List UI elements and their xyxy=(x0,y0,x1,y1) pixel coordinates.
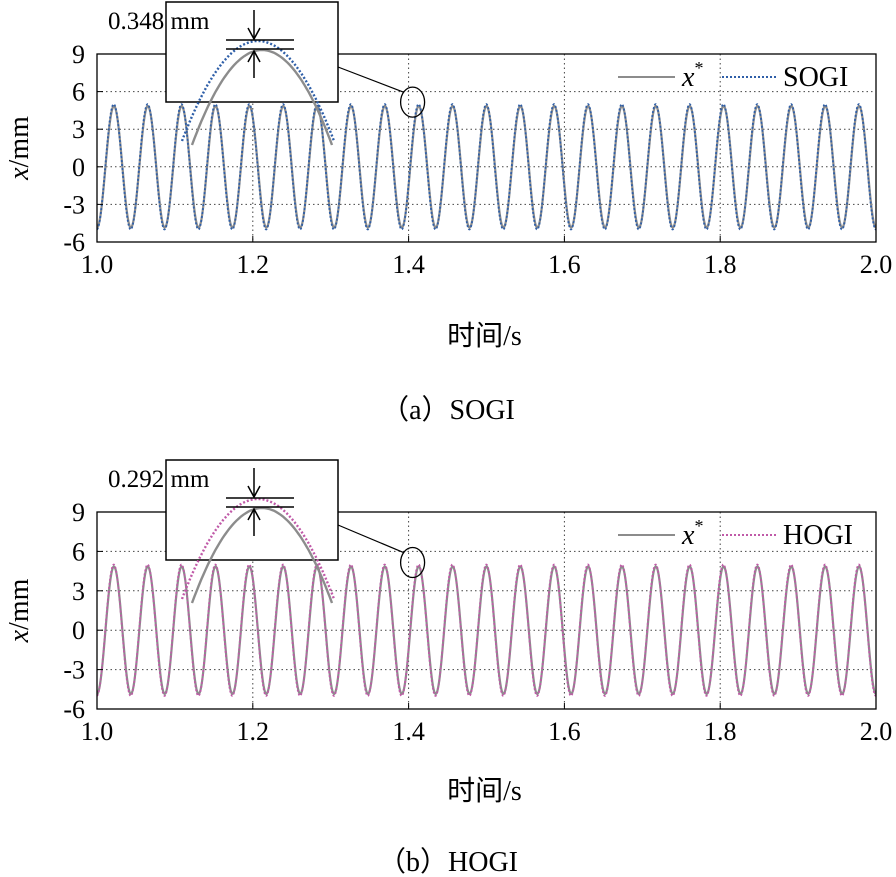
annotation-value: 0.348 mm xyxy=(108,8,210,35)
y-tick-label: -3 xyxy=(63,656,85,685)
legend-label-reference-sup: * xyxy=(694,516,703,536)
legend-label-reference-sup: * xyxy=(694,58,703,78)
y-axis-label-unit: /mm xyxy=(4,578,35,630)
series-line-sogi xyxy=(96,103,877,231)
figure-caption: （b）HOGI xyxy=(378,846,518,877)
y-tick-label: 0 xyxy=(72,153,85,182)
zoom-inset xyxy=(165,1,339,146)
arrow-up-icon xyxy=(247,507,261,521)
zoom-series-reference xyxy=(190,506,334,604)
figure-caption: （a）SOGI xyxy=(381,394,515,426)
y-axis-label: x/mm xyxy=(4,578,35,643)
y-axis-label: x/mm xyxy=(4,116,35,181)
zoom-inset xyxy=(165,459,339,604)
legend-label-method: SOGI xyxy=(783,62,848,93)
y-tick-label: 9 xyxy=(72,40,85,69)
arrow-down-icon xyxy=(247,485,261,499)
annotation: 0.348 mm xyxy=(108,1,426,146)
y-tick-label: 3 xyxy=(72,577,85,606)
legend-label-reference-name: x xyxy=(681,62,695,93)
y-tick-label: 6 xyxy=(72,78,85,107)
y-tick-label: -6 xyxy=(63,695,85,724)
x-tick-label: 1.2 xyxy=(237,250,270,279)
x-tick-label: 1.6 xyxy=(548,717,581,746)
series-line-reference xyxy=(96,565,877,696)
plot-frame xyxy=(96,53,877,243)
annotation-circle xyxy=(399,86,426,118)
y-tick-label: -6 xyxy=(63,228,85,257)
y-axis-label-unit: /mm xyxy=(4,116,35,168)
x-axis-label: 时间/s xyxy=(447,775,522,807)
x-tick-label: 1.6 xyxy=(548,250,581,279)
series-line-hogi xyxy=(96,563,877,697)
x-tick-label: 2.0 xyxy=(860,717,893,746)
legend: x* SOGI xyxy=(618,58,848,93)
y-tick-label: 3 xyxy=(72,115,85,144)
x-axis-label: 时间/s xyxy=(447,320,522,352)
x-tick-label: 1.0 xyxy=(81,717,114,746)
arrow-up-icon xyxy=(247,49,261,63)
y-axis-label-var: x xyxy=(4,629,35,643)
legend-label-reference: x* xyxy=(681,516,703,551)
annotation-leader xyxy=(337,66,404,93)
x-tick-label: 1.4 xyxy=(392,717,425,746)
annotation-value: 0.292 mm xyxy=(108,466,210,493)
annotation: 0.292 mm xyxy=(108,459,426,604)
y-axis-label-var: x xyxy=(4,167,35,181)
annotation-circle xyxy=(399,546,426,579)
x-tick-label: 1.0 xyxy=(81,250,114,279)
arrow-down-icon xyxy=(247,27,261,41)
x-tick-label: 1.8 xyxy=(704,717,737,746)
y-tick-label: 9 xyxy=(72,498,85,527)
annotation-leader xyxy=(337,524,404,554)
y-tick-label: 6 xyxy=(72,537,85,566)
x-tick-label: 1.4 xyxy=(392,250,425,279)
x-tick-label: 1.2 xyxy=(237,717,270,746)
y-tick-label: -3 xyxy=(63,190,85,219)
legend-label-reference-name: x xyxy=(681,520,695,551)
x-tick-label: 1.8 xyxy=(704,250,737,279)
plot-frame xyxy=(96,511,877,710)
y-tick-label: 0 xyxy=(72,616,85,645)
zoom-series-method xyxy=(180,497,336,600)
x-tick-label: 2.0 xyxy=(860,250,893,279)
legend: x* HOGI xyxy=(618,516,853,551)
zoom-series-reference xyxy=(190,48,334,146)
zoom-series-method xyxy=(180,39,336,142)
legend-label-method: HOGI xyxy=(783,520,853,551)
legend-label-reference: x* xyxy=(681,58,703,93)
